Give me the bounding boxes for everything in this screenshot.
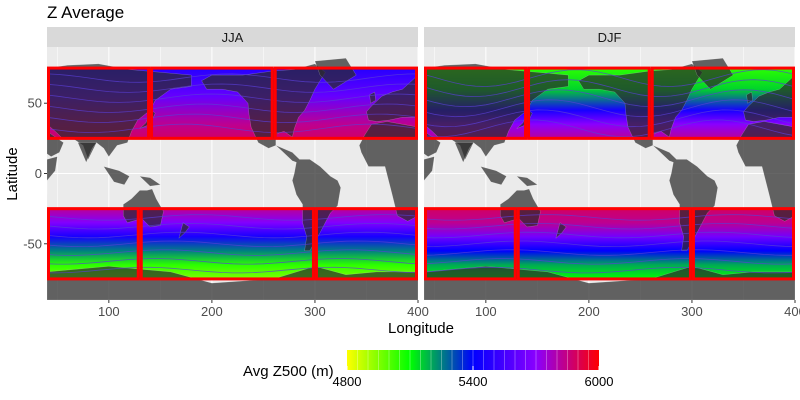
colorbar-legend: Avg Z500 (m)4800 5400 6000: [243, 350, 613, 389]
x-tick-label: 400: [407, 304, 429, 319]
contour-line: [424, 99, 795, 118]
contour-line: [47, 249, 418, 256]
landmass: [103, 166, 130, 185]
legend-title: Avg Z500 (m): [243, 363, 334, 380]
x-tick-label: 400: [784, 304, 800, 319]
facet-panel-djf: DJF: [424, 27, 796, 300]
region-box: [691, 207, 796, 281]
panel-content: [47, 47, 418, 300]
x-tick-label: 200: [578, 304, 600, 319]
region-box: [650, 66, 795, 140]
landmass: [77, 142, 97, 163]
facet-panels: JJA DJF: [47, 27, 796, 300]
landmass: [743, 74, 795, 122]
contour-line: [424, 231, 795, 239]
y-tick-label: 50: [28, 96, 42, 111]
landmass: [314, 58, 357, 90]
chart-title: Z Average: [47, 3, 125, 22]
region-box: [139, 207, 315, 281]
panel-content: [424, 47, 795, 300]
facet-strip-label: JJA: [222, 30, 244, 45]
y-tick-label: -50: [23, 236, 42, 251]
land-layer: [424, 58, 795, 300]
contour-line: [47, 123, 418, 133]
region-box: [47, 66, 151, 140]
contour-lines: [424, 69, 795, 274]
region-boxes: [424, 66, 796, 281]
x-tick-label: 100: [98, 304, 120, 319]
facet-strip: [424, 27, 795, 47]
contour-line: [47, 222, 418, 230]
contour-line: [47, 240, 418, 248]
contour-line: [424, 89, 795, 108]
region-box: [527, 66, 651, 140]
landmass: [359, 121, 418, 222]
contour-line: [47, 258, 418, 265]
contour-line: [47, 266, 418, 274]
landmass: [652, 145, 718, 251]
x-tick-label: 300: [681, 304, 703, 319]
contour-line: [424, 119, 795, 137]
colorbar-tick-label: 5400: [459, 374, 488, 389]
x-axis-title: Longitude: [388, 320, 454, 337]
contour-line: [47, 73, 418, 83]
contour-line: [424, 214, 795, 221]
region-box: [516, 207, 692, 281]
landmass: [691, 58, 734, 90]
facet-strip: [47, 27, 418, 47]
contour-line: [424, 240, 795, 248]
landmass: [424, 156, 435, 219]
landmass: [47, 156, 58, 219]
colorbar-tick-label: 6000: [585, 374, 614, 389]
landmass: [366, 74, 418, 122]
contour-line: [47, 103, 418, 113]
region-box: [150, 66, 274, 140]
contour-line: [424, 258, 795, 265]
landmass: [275, 145, 341, 251]
y-axis-title: Latitude: [4, 147, 21, 200]
region-box: [314, 207, 419, 281]
landmass: [139, 176, 161, 187]
y-tick-label: 0: [35, 166, 42, 181]
contour-line: [424, 109, 795, 128]
land-layer: [47, 58, 418, 300]
contour-line: [47, 214, 418, 221]
x-tick-label: 300: [304, 304, 326, 319]
axes: 100200300400500-50100200300400LongitudeL…: [4, 96, 800, 337]
contour-line: [47, 83, 418, 93]
contour-line: [424, 249, 795, 256]
landmass: [454, 142, 474, 163]
contour-line: [47, 93, 418, 103]
contour-line: [424, 69, 795, 87]
region-box: [273, 66, 418, 140]
contour-line: [47, 231, 418, 239]
region-box: [47, 207, 140, 281]
x-tick-label: 200: [201, 304, 223, 319]
x-tick-label: 100: [475, 304, 497, 319]
contour-line: [424, 79, 795, 98]
landmass: [516, 176, 538, 187]
contour-line: [424, 266, 795, 274]
contour-line: [47, 113, 418, 123]
contour-line: [424, 222, 795, 230]
facet-strip-label: DJF: [598, 30, 622, 45]
colorbar-tick-label: 4800: [333, 374, 362, 389]
region-boxes: [47, 66, 419, 281]
facet-panel-jja: JJA: [47, 27, 419, 300]
region-box: [424, 207, 517, 281]
region-box: [424, 66, 528, 140]
contour-lines: [47, 73, 418, 274]
landmass: [480, 166, 507, 185]
